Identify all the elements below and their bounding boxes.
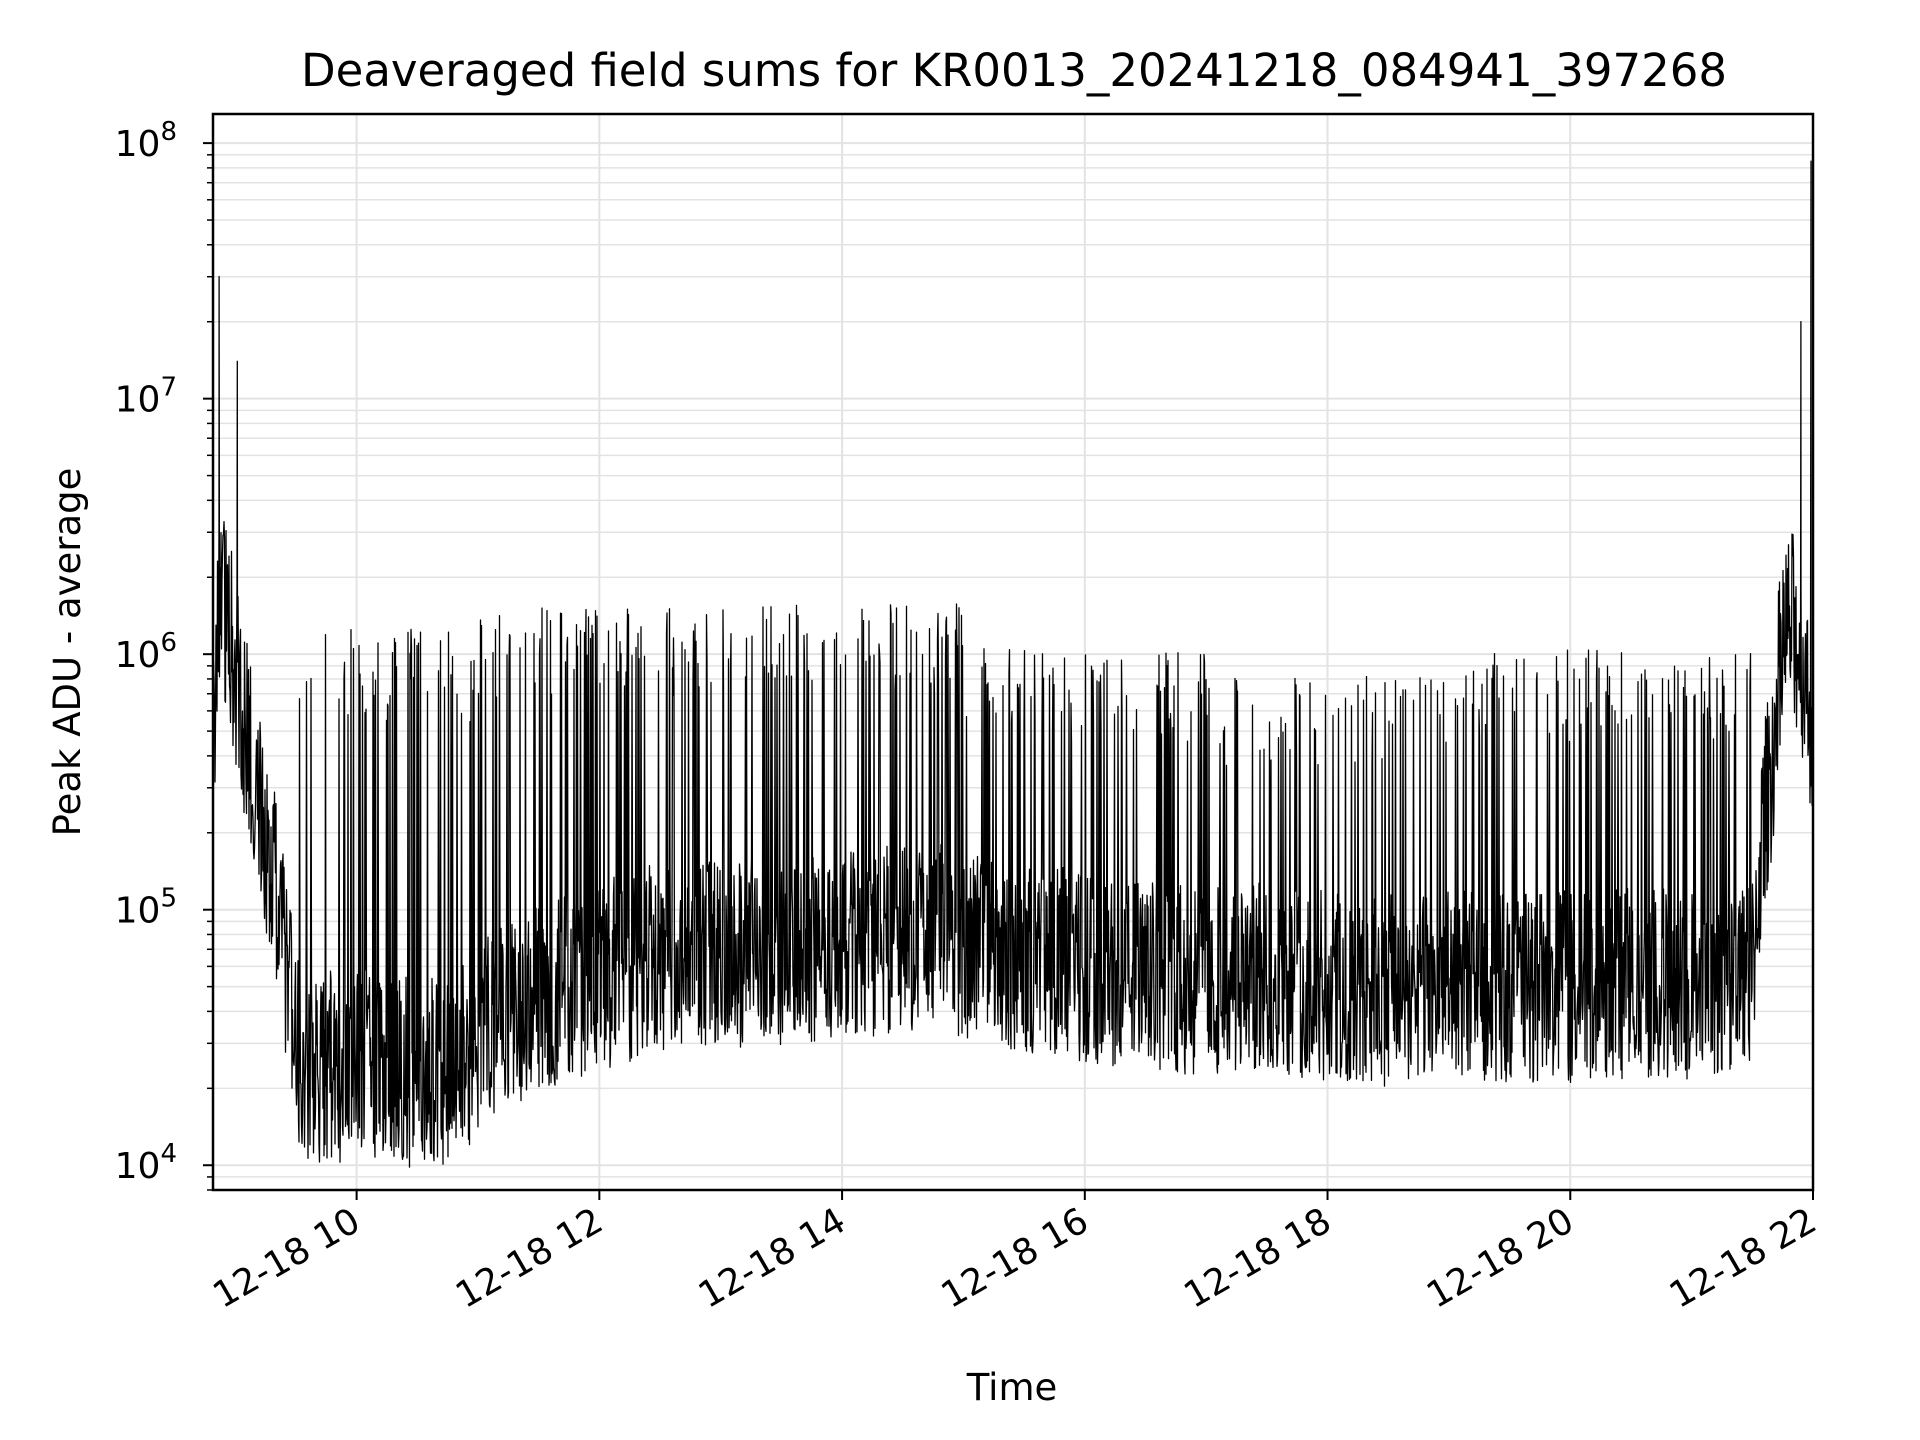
y-tick-label: 106 bbox=[115, 628, 177, 676]
y-tick-label: 104 bbox=[115, 1139, 177, 1187]
chart-title: Deaveraged field sums for KR0013_2024121… bbox=[301, 44, 1727, 97]
y-tick-base: 10 bbox=[115, 891, 161, 932]
y-tick-base: 10 bbox=[115, 1146, 161, 1187]
x-axis-label: Time bbox=[966, 1366, 1058, 1409]
plot-frame bbox=[211, 112, 1815, 1192]
y-tick-label: 108 bbox=[115, 117, 177, 165]
y-tick-exponent: 5 bbox=[160, 884, 177, 914]
y-axis-label: Peak ADU - average bbox=[46, 468, 89, 837]
data-line bbox=[212, 160, 1814, 1168]
y-tick-exponent: 6 bbox=[160, 628, 177, 658]
y-tick-exponent: 8 bbox=[160, 117, 177, 147]
y-tick-label: 105 bbox=[115, 884, 177, 932]
plot-layer bbox=[212, 160, 1814, 1168]
y-tick-base: 10 bbox=[115, 124, 161, 165]
y-tick-exponent: 4 bbox=[160, 1139, 177, 1169]
y-tick-base: 10 bbox=[115, 380, 161, 421]
y-tick-base: 10 bbox=[115, 635, 161, 676]
y-tick-exponent: 7 bbox=[160, 373, 177, 403]
y-tick-label: 107 bbox=[115, 373, 177, 421]
